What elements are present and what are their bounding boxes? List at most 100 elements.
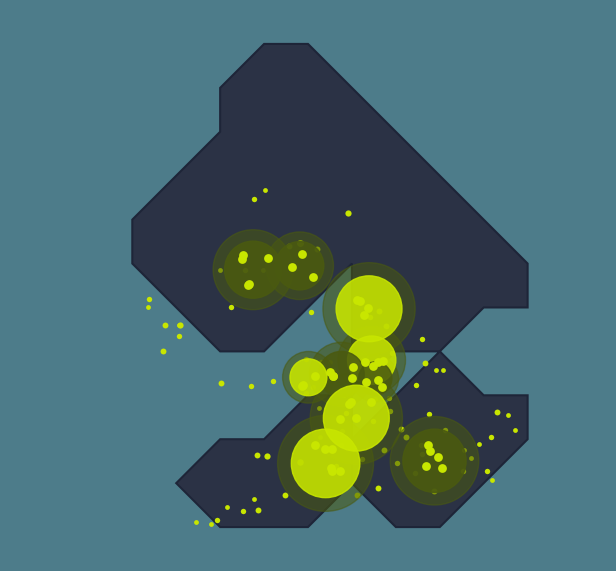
Circle shape [323,263,415,355]
Point [316,357,326,367]
Circle shape [352,355,399,402]
Point [474,439,484,448]
Circle shape [310,372,402,464]
Point [325,368,335,377]
Point [310,371,320,380]
Point [362,377,371,387]
Polygon shape [132,44,528,527]
Point [319,367,329,376]
Circle shape [336,276,402,341]
Point [312,244,322,253]
Point [352,491,362,500]
Point [335,467,345,476]
Point [357,454,367,463]
Point [215,265,225,274]
Point [243,280,253,289]
Point [347,373,357,383]
Point [423,441,433,450]
Point [280,491,290,500]
Point [258,265,268,274]
Point [336,440,346,449]
Point [369,361,379,370]
Point [308,272,318,281]
Point [466,453,476,463]
Point [295,457,305,467]
Point [158,347,168,356]
Point [327,467,337,476]
Point [261,185,270,194]
Point [341,409,351,418]
Point [301,388,311,397]
Point [335,415,345,424]
Point [294,239,304,248]
Point [459,445,469,455]
Point [249,494,259,503]
Point [326,464,336,473]
Point [437,464,447,473]
Point [381,321,391,331]
Point [331,462,341,471]
Circle shape [266,232,333,300]
Point [346,397,355,407]
Point [237,254,247,263]
Circle shape [359,362,392,395]
Point [387,348,397,357]
Point [314,404,324,413]
Point [375,307,384,316]
Circle shape [291,429,360,498]
Point [431,365,441,375]
Point [379,445,389,455]
Point [359,311,369,320]
Circle shape [323,385,389,451]
Point [367,397,376,406]
Point [424,409,434,419]
Point [351,413,361,423]
Circle shape [318,351,364,397]
Point [385,407,395,416]
Point [144,294,154,303]
Point [487,475,496,484]
Point [368,417,378,426]
Point [249,194,259,203]
Point [503,411,513,420]
Point [262,451,272,460]
Point [363,304,373,313]
Point [392,459,402,468]
Point [328,365,338,375]
Point [425,447,435,456]
Point [308,383,318,392]
Point [191,517,201,526]
Point [421,461,431,471]
Point [306,307,316,316]
Point [355,296,365,305]
Point [482,467,492,476]
Point [365,312,375,321]
Point [433,452,443,461]
Point [384,393,394,402]
Circle shape [213,230,293,309]
Point [417,335,427,344]
Point [174,320,184,329]
Point [420,358,430,367]
Point [417,449,427,459]
Point [378,383,387,392]
Point [216,379,226,388]
Point [378,356,387,365]
Point [373,483,383,492]
Point [353,359,363,368]
Circle shape [338,327,405,394]
Point [328,371,338,380]
Point [395,424,405,433]
Point [310,440,320,449]
Circle shape [225,241,282,298]
Point [325,358,335,367]
Point [511,426,521,435]
Circle shape [278,416,373,512]
Point [246,381,256,390]
Point [349,362,359,371]
Point [385,368,395,377]
Point [297,249,307,258]
Point [253,450,262,459]
Point [429,486,439,495]
Point [344,399,354,408]
